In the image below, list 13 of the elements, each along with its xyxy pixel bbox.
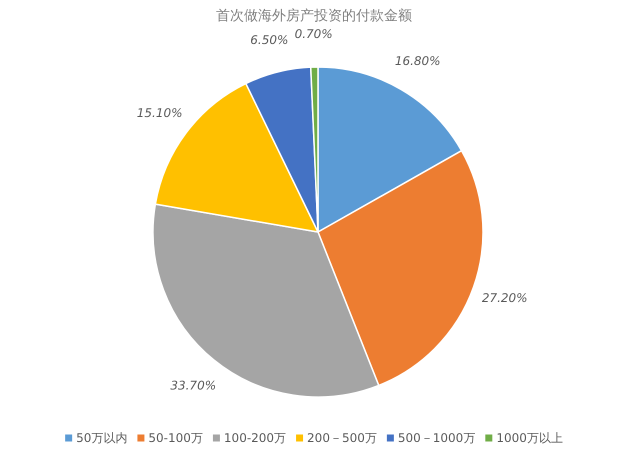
- legend-label: 1000万以上: [496, 431, 563, 445]
- legend-label: 50万以内: [76, 431, 128, 445]
- data-label: 27.20%: [482, 290, 528, 305]
- data-label: 15.10%: [136, 106, 183, 120]
- data-label: 33.70%: [170, 378, 216, 393]
- data-label: 6.50%: [250, 33, 288, 48]
- chart-title: 首次做海外房产投资的付款金额: [216, 8, 412, 24]
- data-label: 0.70%: [294, 27, 333, 42]
- legend-label: 50-100万: [148, 431, 203, 445]
- legend-label: 200－500万: [307, 431, 377, 445]
- data-label: 16.80%: [394, 54, 441, 68]
- legend-label: 500－1000万: [398, 431, 476, 445]
- legend-label: 100-200万: [224, 431, 286, 445]
